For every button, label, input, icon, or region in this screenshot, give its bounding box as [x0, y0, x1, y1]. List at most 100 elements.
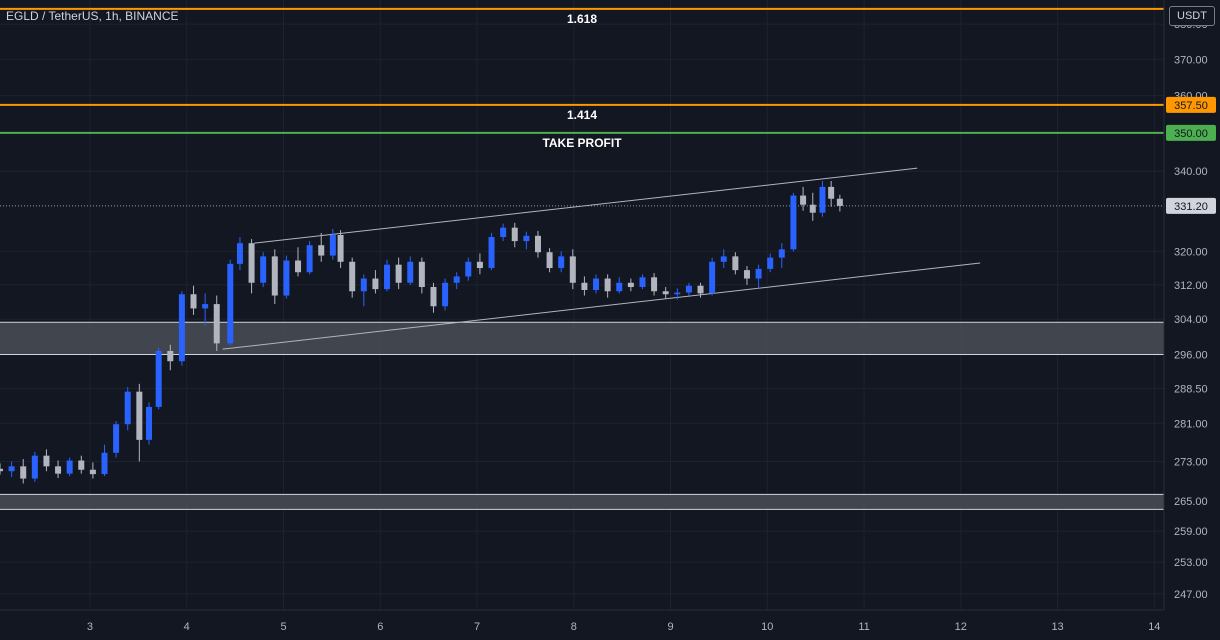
support-zone[interactable]: [0, 322, 1164, 355]
candle-down: [800, 195, 807, 205]
price-tick-label: 320.00: [1174, 246, 1208, 258]
channel-trendline[interactable]: [222, 262, 981, 350]
price-tick-label: 296.00: [1174, 350, 1208, 362]
candle-down: [55, 466, 62, 474]
candle-down: [828, 186, 835, 199]
candle-down: [732, 256, 739, 271]
price-tick-label: 304.00: [1174, 314, 1208, 326]
candle-down: [418, 261, 425, 288]
candle-up: [778, 249, 785, 258]
candle-up: [755, 268, 762, 279]
candle-up: [488, 237, 495, 269]
candle-down: [295, 260, 302, 273]
candle-down: [430, 287, 437, 307]
candle-down: [43, 455, 50, 467]
level-price-badge-bg: [1166, 96, 1216, 113]
level-price-badge: 357.50: [1174, 100, 1208, 112]
candle-up: [113, 424, 120, 453]
candle-down: [190, 294, 197, 309]
price-tick-label: 265.00: [1174, 496, 1208, 508]
candle-down: [743, 270, 750, 279]
price-tick-label: 312.00: [1174, 280, 1208, 292]
candle-down: [697, 285, 704, 294]
level-price-badge: 350.00: [1174, 128, 1208, 140]
candle-up: [384, 264, 391, 290]
candle-down: [569, 256, 576, 283]
candle-down: [167, 350, 174, 362]
candle-up: [31, 455, 38, 479]
time-axis[interactable]: [0, 610, 1164, 640]
candle-up: [523, 235, 530, 242]
price-tick-label: 340.00: [1174, 166, 1208, 178]
time-tick-label: 12: [955, 621, 967, 633]
candle-down: [662, 291, 669, 295]
time-tick-label: 13: [1051, 621, 1063, 633]
candle-up: [709, 261, 716, 294]
candle-down: [604, 278, 611, 292]
level-label: 1.618: [567, 12, 597, 26]
candle-up: [178, 294, 185, 362]
time-tick-label: 10: [761, 621, 773, 633]
time-tick-label: 4: [184, 621, 190, 633]
candle-up: [558, 256, 565, 269]
time-tick-label: 3: [87, 621, 93, 633]
candle-down: [511, 227, 518, 242]
candle-up: [500, 227, 507, 238]
time-tick-label: 8: [571, 621, 577, 633]
candle-down: [476, 261, 483, 269]
candle-up: [453, 276, 460, 283]
candle-up: [442, 282, 449, 307]
candle-up: [306, 245, 313, 273]
level-label: TAKE PROFIT: [542, 136, 622, 150]
candle-down: [836, 198, 843, 206]
candle-down: [809, 204, 816, 213]
candle-up: [283, 260, 290, 296]
candle-down: [20, 466, 27, 479]
candle-down: [271, 256, 278, 296]
candle-up: [767, 257, 774, 269]
candle-up: [720, 256, 727, 262]
candle-up: [202, 304, 209, 309]
candle-up: [685, 285, 692, 293]
currency-button[interactable]: USDT: [1169, 6, 1215, 26]
candle-up: [360, 278, 367, 292]
price-tick-label: 370.00: [1174, 54, 1208, 66]
candle-down: [651, 277, 658, 292]
candle-up: [407, 261, 414, 283]
price-tick-label: 247.00: [1174, 589, 1208, 601]
candle-down: [372, 278, 379, 290]
candle-up: [101, 452, 108, 475]
time-tick-label: 14: [1148, 621, 1160, 633]
time-tick-label: 9: [667, 621, 673, 633]
price-tick-label: 259.00: [1174, 526, 1208, 538]
support-zone[interactable]: [0, 494, 1164, 510]
time-tick-label: 11: [858, 621, 869, 633]
price-tick-label: 253.00: [1174, 557, 1208, 569]
candle-down: [0, 468, 3, 472]
candle-down: [337, 234, 344, 262]
candle-up: [236, 243, 243, 264]
candle-up: [329, 234, 336, 256]
price-tick-label: 281.00: [1174, 418, 1208, 430]
candle-down: [136, 391, 143, 440]
candle-down: [546, 252, 553, 269]
candle-down: [248, 243, 255, 283]
symbol-title: EGLD / TetherUS, 1h, BINANCE: [6, 9, 179, 23]
candle-down: [581, 282, 588, 290]
level-price-badge-bg: [1166, 124, 1216, 141]
candle-up: [674, 292, 681, 295]
candle-down: [534, 235, 541, 253]
candle-down: [627, 282, 634, 288]
candle-up: [227, 263, 234, 344]
candle-up: [790, 195, 797, 250]
last-price-badge-bg: [1166, 197, 1216, 214]
candle-up: [616, 282, 623, 292]
price-tick-label: 288.50: [1174, 383, 1208, 395]
candle-up: [639, 277, 646, 288]
candle-up: [66, 460, 73, 474]
candle-up: [155, 350, 162, 407]
candle-down: [395, 264, 402, 283]
candle-up: [593, 278, 600, 290]
